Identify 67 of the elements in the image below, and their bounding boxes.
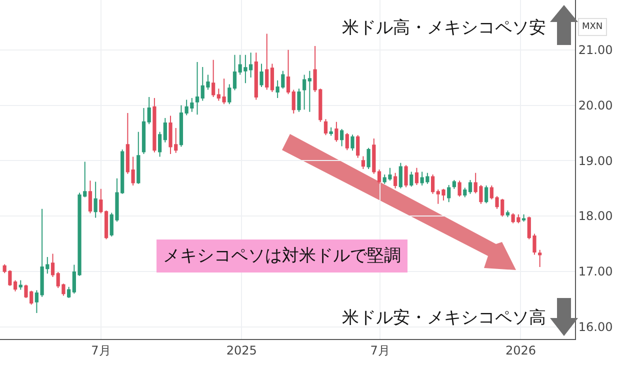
annotation: 米ドル高・メキシコペソ安 xyxy=(342,18,546,38)
candlestick xyxy=(142,108,146,154)
candlestick xyxy=(398,162,402,189)
candlestick xyxy=(104,210,108,240)
candlestick xyxy=(324,118,328,136)
candlestick xyxy=(430,174,435,194)
candlestick xyxy=(452,180,456,190)
candlestick xyxy=(286,49,290,95)
candlestick xyxy=(228,84,232,105)
y-tick-label: 20.00 xyxy=(578,98,613,112)
x-tick-label: 2026 xyxy=(505,343,536,358)
candlestick xyxy=(356,134,360,158)
candlestick xyxy=(50,253,55,278)
candlestick xyxy=(538,249,542,268)
candlestick xyxy=(270,63,274,92)
x-tick-label: 7月 xyxy=(91,343,111,358)
candlestick xyxy=(361,156,366,170)
candlestick xyxy=(463,187,467,198)
candlestick xyxy=(94,181,98,218)
candlestick xyxy=(297,88,301,112)
y-axis-title: MXN xyxy=(582,22,603,32)
candlestick xyxy=(350,134,354,152)
annotation: 米ドル安・メキシコペソ高 xyxy=(342,308,546,328)
candlestick xyxy=(447,184,451,203)
candlestick xyxy=(366,147,370,170)
candlestick xyxy=(163,117,167,143)
annotation: メキシコペソは対米ドルで堅調 xyxy=(163,246,401,266)
candlestick xyxy=(18,280,22,290)
candlestick xyxy=(458,180,462,198)
candlestick xyxy=(67,286,71,299)
x-tick-label: 2025 xyxy=(226,343,257,358)
candlestick xyxy=(377,169,382,184)
x-tick-label: 7月 xyxy=(370,343,390,358)
candlestick xyxy=(308,70,312,112)
candlestick xyxy=(506,210,510,218)
y-tick-label: 17.00 xyxy=(578,264,613,279)
candlestick xyxy=(302,74,306,110)
candlestick xyxy=(404,164,408,188)
candlestick xyxy=(334,121,338,142)
candlestick xyxy=(99,188,103,214)
candlestick xyxy=(329,126,333,136)
candlestick xyxy=(340,128,344,147)
candlestick xyxy=(136,131,140,184)
candlestick xyxy=(179,104,184,148)
candlestick xyxy=(195,62,200,116)
candlestick xyxy=(372,138,376,174)
candlestick xyxy=(158,131,162,158)
candlestick xyxy=(212,59,216,98)
candlestick xyxy=(410,171,414,188)
candlestick xyxy=(265,33,269,90)
candlestick xyxy=(292,89,296,114)
candlestick xyxy=(232,54,237,91)
candlestick xyxy=(522,214,526,222)
candlestick xyxy=(468,180,472,194)
candlestick xyxy=(88,180,92,214)
y-tick-label: 21.00 xyxy=(578,43,613,58)
candlestick xyxy=(152,98,156,153)
candlestick xyxy=(147,96,151,125)
y-tick-label: 18.00 xyxy=(578,209,613,224)
y-tick-label: 16.00 xyxy=(578,320,613,334)
candlestick xyxy=(484,185,488,204)
y-tick-label: 19.00 xyxy=(578,154,613,168)
candlestick xyxy=(260,63,264,88)
candlestick xyxy=(254,52,258,100)
candlestick xyxy=(394,172,398,189)
candlestick xyxy=(414,167,419,186)
candlestick xyxy=(345,132,349,151)
